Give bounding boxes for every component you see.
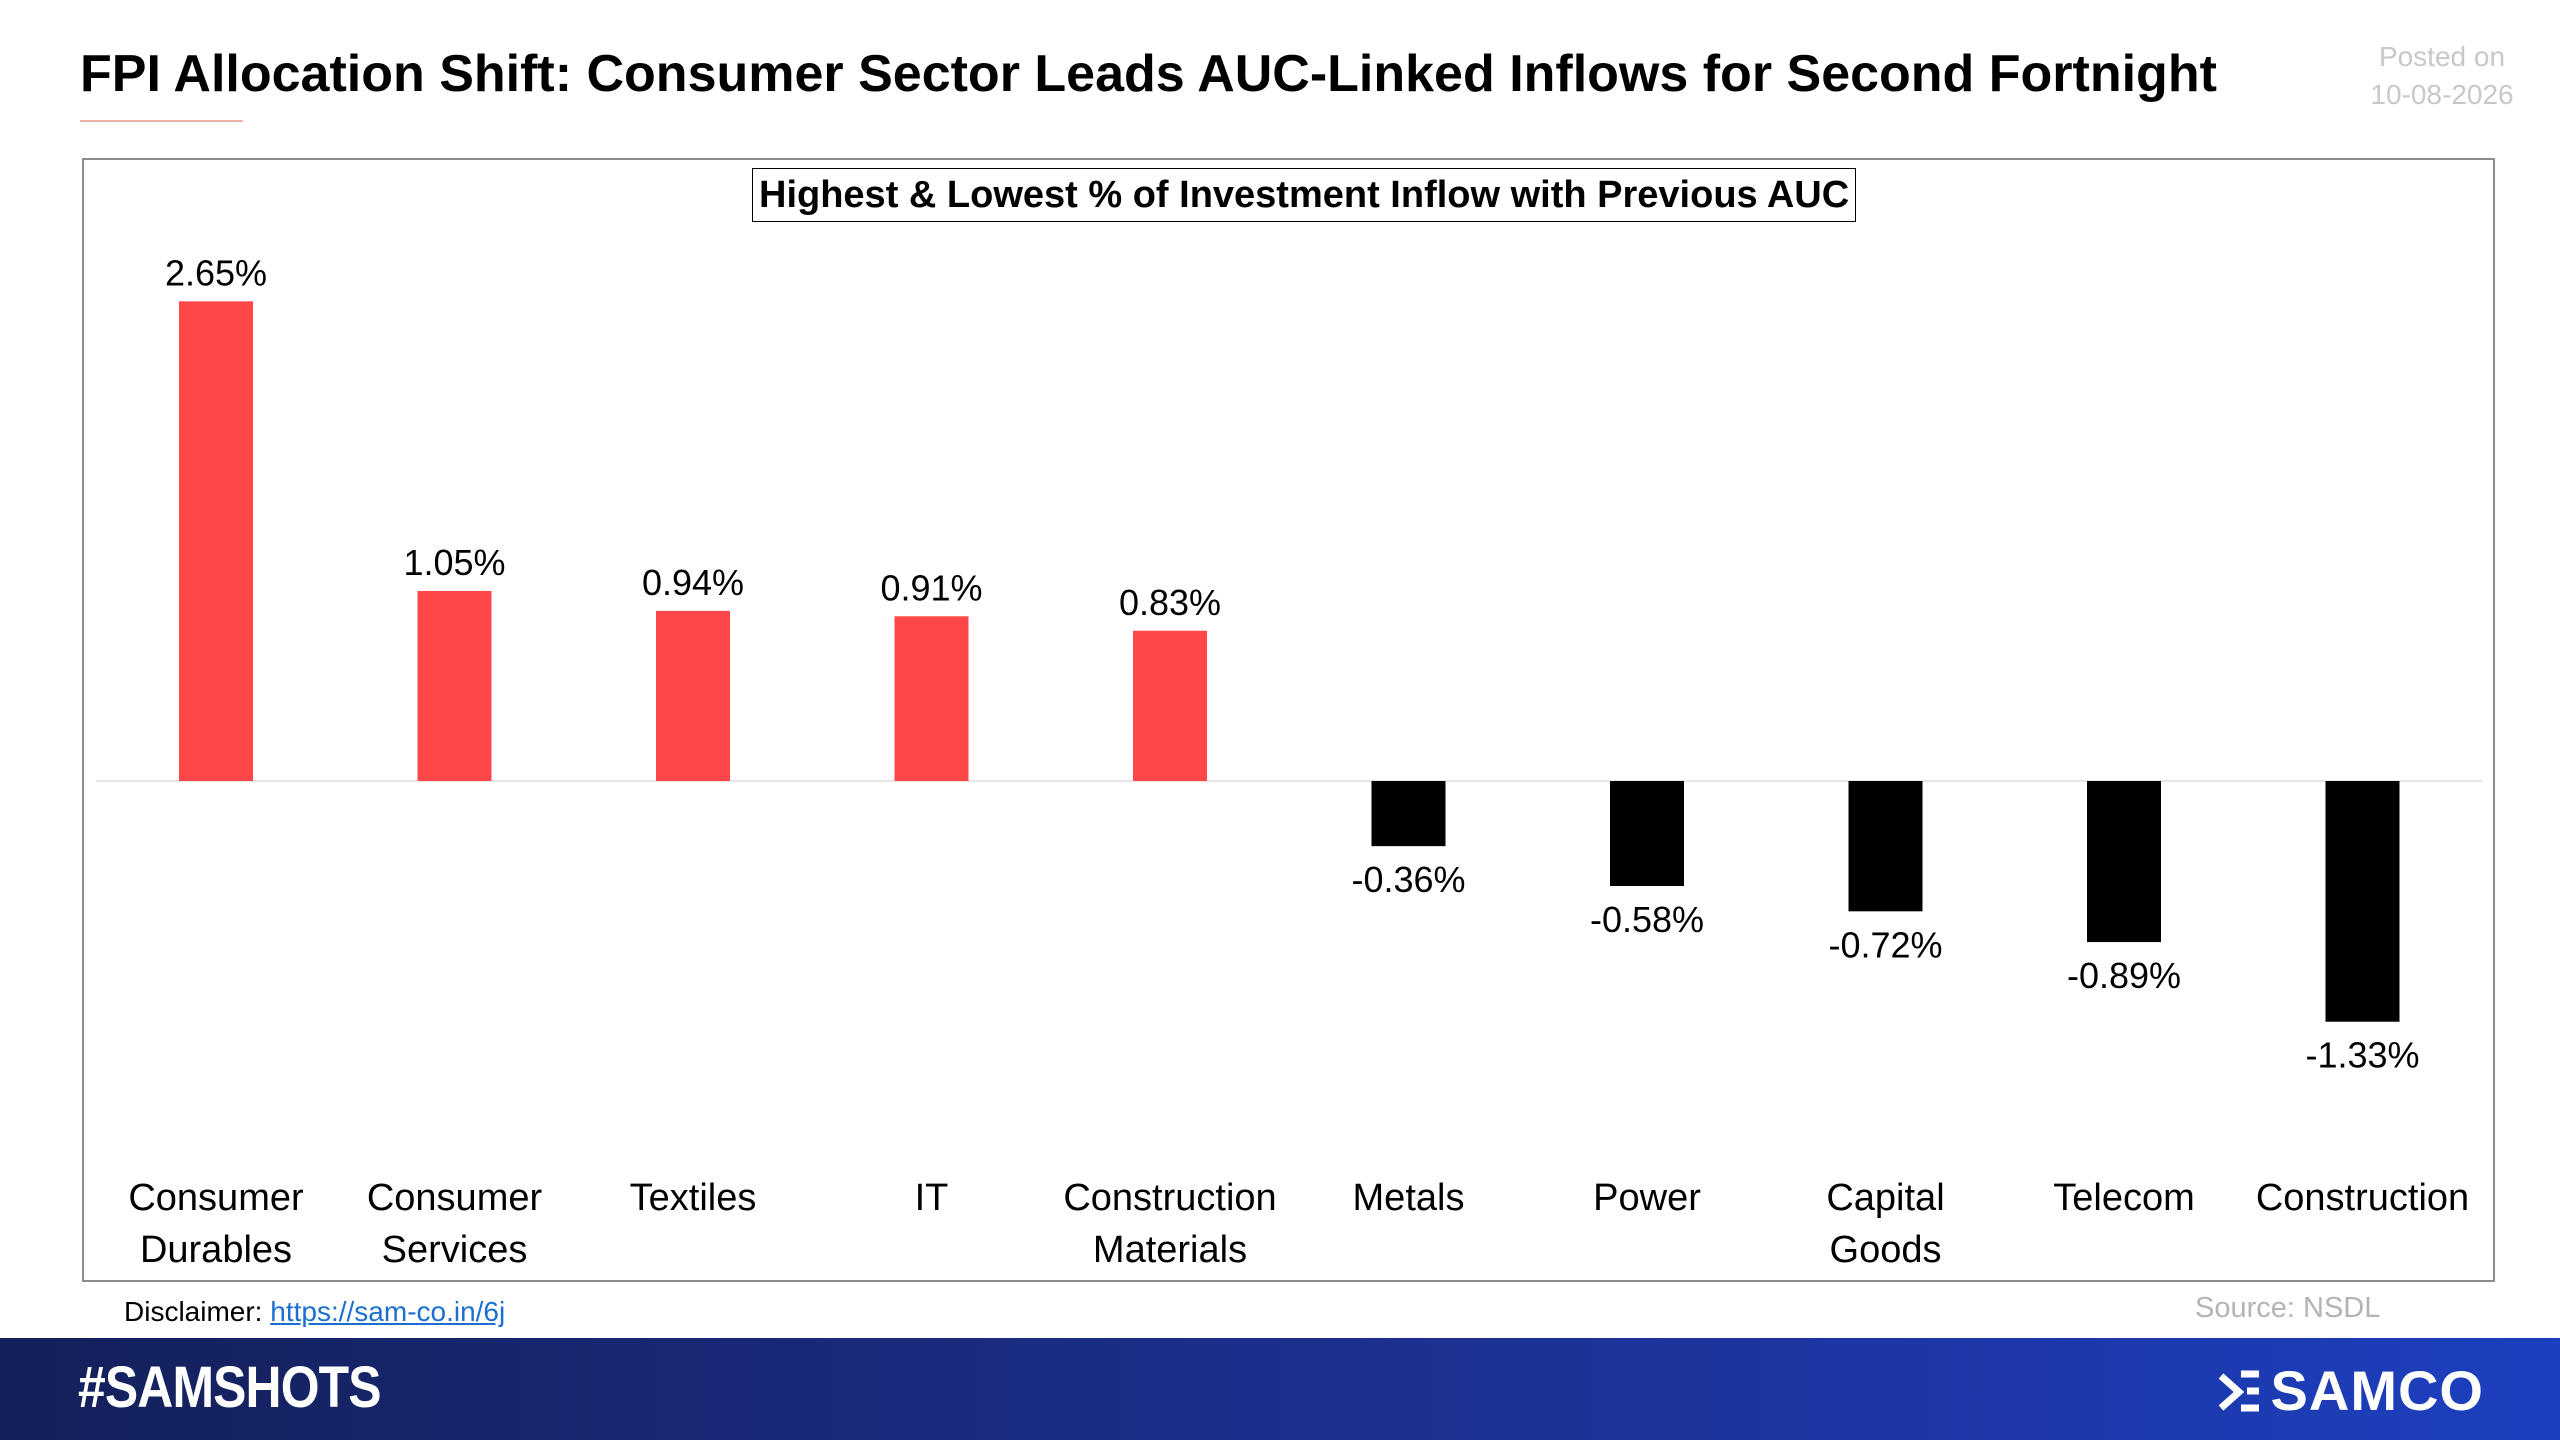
bar <box>1371 781 1446 847</box>
source-note: Source: NSDL <box>2195 1292 2381 1324</box>
posted-date: 10-08-2026 <box>2370 79 2514 110</box>
data-label: 0.94% <box>642 562 744 603</box>
samco-icon <box>2218 1370 2259 1411</box>
bar <box>179 301 253 781</box>
disclaimer-label: Disclaimer: <box>124 1296 263 1327</box>
bar <box>417 590 492 781</box>
data-label: -0.58% <box>1590 899 1704 940</box>
category-label: Consumer Services <box>366 1177 543 1271</box>
chart-title: Highest & Lowest % of Investment Inflow … <box>752 168 1857 222</box>
category-label: Textiles <box>629 1177 757 1219</box>
bar <box>894 616 969 781</box>
bar <box>2325 781 2400 1022</box>
bar <box>1133 630 1207 781</box>
data-label: 1.05% <box>403 542 505 583</box>
data-label: 0.91% <box>880 567 982 608</box>
category-label: Telecom <box>2053 1177 2195 1219</box>
data-label: -1.33% <box>2305 1035 2419 1076</box>
data-label: -0.36% <box>1351 859 1465 900</box>
bar <box>1610 781 1684 886</box>
data-label: -0.72% <box>1828 924 1942 965</box>
data-label: -0.89% <box>2067 955 2181 996</box>
bar <box>2087 781 2161 943</box>
bar-chart: 2.65% 1.05% 0.94% 0.91% 0.83% -0.36% -0.58% -0.… <box>96 252 2482 1076</box>
bar <box>1848 781 1923 912</box>
category-label: Consumer Durables <box>128 1177 304 1271</box>
category-label: Power <box>1593 1177 1701 1219</box>
category-label: Metals <box>1352 1177 1465 1219</box>
posted-label: Posted on <box>2378 41 2506 72</box>
category-label: Construction Materials <box>1063 1177 1277 1271</box>
data-label: 0.83% <box>1119 582 1221 623</box>
page-title: FPI Allocation Shift: Consumer Sector Le… <box>80 45 2217 103</box>
brand-name: SAMCO <box>2270 1359 2484 1422</box>
category-label: Construction <box>2255 1177 2470 1219</box>
posted-info: Posted on 10-08-2026 <box>2362 38 2522 114</box>
hashtag: #SAMSHOTS <box>78 1355 382 1420</box>
disclaimer-link[interactable]: https://sam-co.in/6j <box>270 1296 506 1327</box>
footer-banner: #SAMSHOTS SAMCO <box>0 1338 2560 1440</box>
title-underline <box>80 120 243 122</box>
category-label: IT <box>914 1177 949 1219</box>
disclaimer: Disclaimer: https://sam-co.in/6j <box>124 1296 505 1328</box>
brand-logo: SAMCO <box>2217 1358 2484 1423</box>
category-label: Capital Goods <box>1826 1177 1945 1271</box>
data-label: 2.65% <box>165 252 267 293</box>
bar <box>656 610 730 781</box>
